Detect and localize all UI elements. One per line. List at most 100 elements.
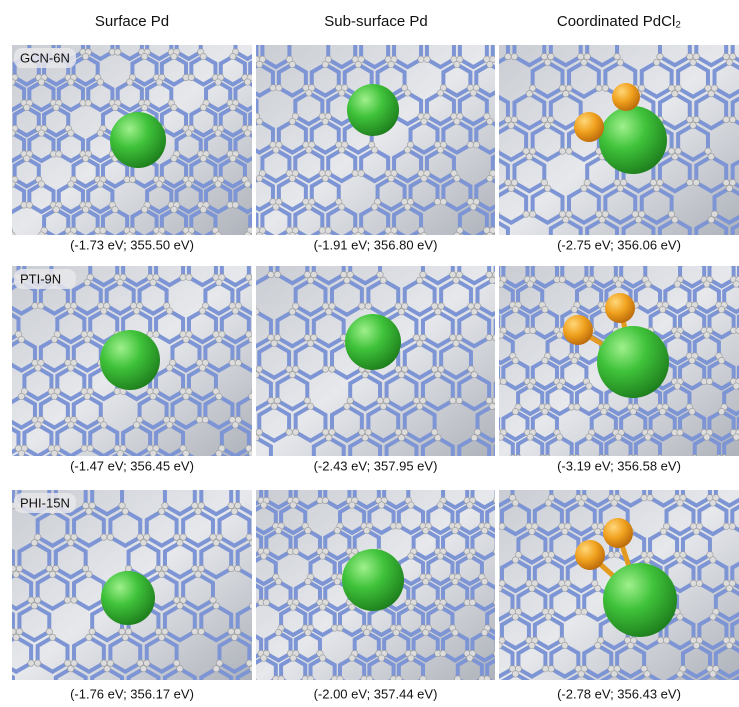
atom	[177, 540, 183, 546]
atom	[729, 53, 735, 59]
atom	[726, 248, 732, 254]
atom	[219, 472, 225, 478]
atom	[13, 571, 19, 577]
atom	[437, 33, 443, 39]
atom	[571, 255, 577, 261]
atom	[454, 61, 460, 67]
atom	[454, 118, 460, 124]
bond-ring	[443, 235, 470, 266]
bond-ring	[29, 235, 53, 263]
atom	[68, 308, 74, 314]
atom	[690, 694, 696, 700]
atom	[507, 246, 513, 252]
bond-ring	[41, 453, 68, 484]
atom	[467, 502, 473, 508]
atom	[274, 397, 280, 403]
atom	[234, 691, 240, 697]
atom	[275, 680, 281, 686]
atom	[675, 148, 681, 154]
atom	[467, 256, 473, 262]
atom	[177, 666, 183, 672]
atom	[377, 397, 383, 403]
atom	[246, 680, 252, 686]
bond-ring	[266, 684, 290, 707]
atom	[404, 147, 410, 153]
atom	[18, 336, 24, 342]
atom	[677, 614, 683, 620]
atom	[86, 571, 92, 577]
atom	[18, 450, 24, 456]
atom	[424, 56, 430, 62]
cl-atom	[612, 83, 640, 111]
atom	[486, 460, 492, 466]
atom	[177, 603, 183, 609]
atom	[542, 357, 548, 363]
atom	[276, 256, 282, 262]
atom	[114, 388, 120, 394]
atom	[188, 23, 194, 29]
atom	[435, 435, 441, 441]
atom	[601, 255, 607, 261]
atom	[256, 118, 262, 124]
atom	[556, 434, 562, 440]
atom	[204, 701, 210, 707]
atom	[584, 179, 590, 185]
atom	[274, 334, 280, 340]
atom	[235, 360, 241, 366]
column-header: Surface Pd	[95, 13, 169, 30]
atom	[708, 91, 714, 97]
figure: Surface Pd Sub-surface Pd Coordinated Pd…	[0, 0, 739, 707]
atom	[231, 697, 237, 703]
atom	[244, 181, 250, 187]
atom	[304, 397, 310, 403]
atom	[5, 303, 11, 309]
column-header: Coordinated PdCl₂	[557, 13, 681, 30]
pd-atom	[347, 84, 399, 136]
atom	[10, 691, 16, 697]
atom	[0, 474, 5, 480]
atom	[615, 434, 621, 440]
atom	[690, 122, 696, 128]
atom	[235, 466, 241, 472]
atom	[532, 466, 538, 472]
atom	[508, 248, 514, 254]
atom	[402, 366, 408, 372]
atom	[228, 628, 234, 634]
atom	[454, 232, 460, 238]
atom	[470, 33, 476, 39]
atom	[480, 251, 486, 257]
atom	[359, 303, 365, 309]
atom	[541, 116, 547, 122]
atom	[268, 271, 274, 277]
atom	[137, 534, 143, 540]
atom	[256, 429, 262, 435]
bond-ring	[0, 282, 2, 313]
atom	[496, 585, 502, 591]
bond-ring	[252, 454, 276, 482]
row-label: GCN-6N	[20, 50, 70, 65]
atom	[155, 628, 161, 634]
atom	[529, 85, 535, 91]
atom	[690, 248, 696, 254]
atom	[249, 477, 255, 483]
atom	[529, 148, 535, 154]
atom	[410, 701, 416, 707]
atom	[289, 175, 295, 181]
atom	[718, 306, 724, 312]
bond-ring	[8, 453, 35, 484]
atom	[18, 393, 24, 399]
atom	[244, 28, 250, 34]
atom	[489, 466, 495, 472]
atom	[710, 671, 716, 677]
bond-ring	[38, 700, 68, 707]
atom	[6, 125, 12, 131]
atom	[49, 697, 55, 703]
atom	[486, 271, 492, 277]
atom	[249, 666, 255, 672]
atom	[449, 472, 455, 478]
atom	[249, 540, 255, 546]
atom	[198, 691, 204, 697]
atom	[467, 142, 473, 148]
atom	[32, 303, 38, 309]
atom	[362, 435, 368, 441]
